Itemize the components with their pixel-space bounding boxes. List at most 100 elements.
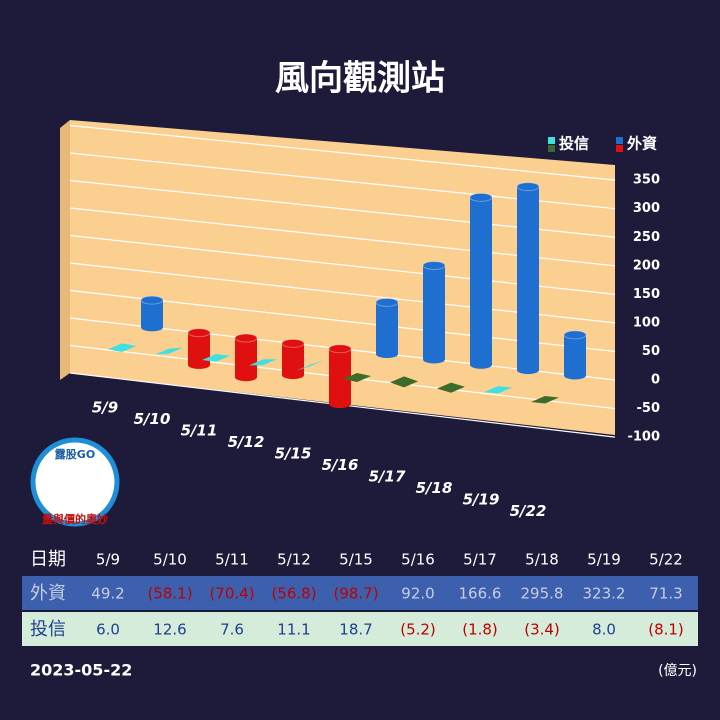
- date: 2023-05-22: [30, 661, 132, 680]
- y-tick-label: -100: [627, 430, 660, 445]
- bar-body: [235, 338, 257, 378]
- bar-bottom: [470, 360, 492, 369]
- x-tick-label: 5/22: [510, 502, 547, 520]
- bar-body: [517, 186, 539, 371]
- table-header: 日期: [30, 549, 66, 570]
- bar: [469, 192, 493, 369]
- bar-body: [141, 300, 163, 328]
- x-tick-label: 5/17: [369, 468, 406, 486]
- table-cell: (70.4): [209, 585, 254, 603]
- bar-body: [329, 348, 351, 405]
- bar: [437, 382, 465, 393]
- bar: [234, 333, 258, 382]
- logo-text: 量與價的奧妙: [42, 512, 108, 526]
- bar: [187, 328, 211, 369]
- chart-title: 風向觀測站: [275, 59, 445, 99]
- table-cell: 295.8: [521, 585, 564, 603]
- table-cell: (1.8): [462, 621, 498, 639]
- table-cell: 11.1: [277, 621, 310, 639]
- bar-bottom: [376, 350, 398, 359]
- table-header-cell: 5/19: [587, 551, 621, 569]
- bar: [390, 376, 418, 388]
- bar-top: [234, 333, 258, 343]
- bar-body: [282, 343, 304, 376]
- bar-top: [140, 295, 164, 305]
- bar-bottom: [188, 360, 210, 369]
- bar-body: [470, 197, 492, 365]
- bar: [108, 343, 136, 353]
- bar-top: [469, 192, 493, 202]
- table-row-header: 投信: [30, 619, 66, 640]
- bar-top: [516, 182, 540, 192]
- bar-bottom: [141, 323, 163, 332]
- bar: [249, 359, 277, 366]
- table-cell: (3.4): [524, 621, 560, 639]
- bar-bottom: [329, 400, 351, 409]
- bar: [202, 354, 230, 362]
- x-tick-label: 5/16: [322, 456, 359, 474]
- bar: [531, 396, 559, 404]
- table-row-bg: [22, 612, 698, 646]
- bar-bottom: [564, 371, 586, 380]
- table-cell: 8.0: [592, 621, 616, 639]
- side-wall: [60, 120, 70, 380]
- y-tick-label: 50: [642, 344, 660, 359]
- bar: [140, 295, 164, 332]
- table-cell: (8.1): [648, 621, 684, 639]
- bar-top: [187, 328, 211, 338]
- y-tick-label: 350: [633, 173, 660, 188]
- bar-body: [423, 265, 445, 360]
- legend-label: 外資: [626, 135, 657, 153]
- table-cell: 6.0: [96, 621, 120, 639]
- bar: [484, 386, 512, 394]
- table-cell: (56.8): [271, 585, 316, 603]
- table-cell: 7.6: [220, 621, 244, 639]
- y-tick-label: 250: [633, 230, 660, 245]
- bar-top: [422, 260, 446, 270]
- logo-text: 露股GO: [55, 448, 95, 461]
- table-cell: 166.6: [459, 585, 502, 603]
- unit: (億元): [658, 663, 697, 679]
- table-cell: 18.7: [339, 621, 372, 639]
- table-header-cell: 5/11: [215, 551, 249, 569]
- bar-body: [188, 332, 210, 365]
- table-cell: (98.7): [333, 585, 378, 603]
- table-header-cell: 5/17: [463, 551, 497, 569]
- table-cell: 92.0: [401, 585, 434, 603]
- x-tick-label: 5/15: [275, 445, 312, 463]
- table-header-cell: 5/12: [277, 551, 311, 569]
- bar: [296, 360, 324, 371]
- logo: [30, 437, 120, 527]
- bar: [516, 182, 540, 375]
- y-tick-label: 150: [633, 287, 660, 302]
- bar-top: [281, 338, 305, 348]
- grid-line: [69, 124, 616, 181]
- table-cell: 12.6: [153, 621, 186, 639]
- table-cell: (5.2): [400, 621, 436, 639]
- bar-body: [564, 334, 586, 376]
- bar-bottom: [423, 355, 445, 364]
- table-row-header: 外資: [30, 583, 66, 604]
- x-tick-label: 5/18: [416, 479, 453, 497]
- bar-top: [563, 330, 587, 340]
- x-tick-label: 5/19: [463, 491, 500, 509]
- table-cell: (58.1): [147, 585, 192, 603]
- bar: [281, 338, 305, 380]
- x-tick-label: 5/11: [181, 422, 218, 440]
- bar: [343, 372, 371, 383]
- bar: [328, 344, 352, 409]
- x-tick-label: 5/12: [228, 433, 265, 451]
- x-tick-label: 5/10: [134, 410, 171, 428]
- y-tick-label: 0: [651, 373, 660, 388]
- table-cell: 49.2: [91, 585, 124, 603]
- bar-top: [375, 297, 399, 307]
- bar: [155, 347, 183, 355]
- table-header-cell: 5/15: [339, 551, 373, 569]
- legend-swatch: [616, 145, 623, 152]
- bar: [563, 330, 587, 380]
- legend-label: 投信: [559, 135, 589, 153]
- x-tick-label: 5/9: [92, 399, 118, 417]
- table-header-cell: 5/18: [525, 551, 559, 569]
